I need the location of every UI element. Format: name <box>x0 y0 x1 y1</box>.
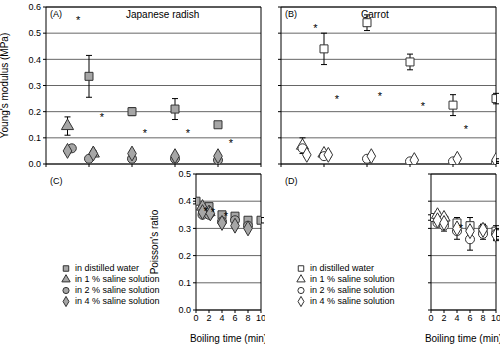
svg-text:*: * <box>335 93 340 105</box>
svg-text:0.4: 0.4 <box>178 196 191 206</box>
html-text:(B): (B) <box>285 9 297 19</box>
svg-text:0.2: 0.2 <box>178 251 191 261</box>
svg-text:Boiling time (min): Boiling time (min) <box>425 333 500 344</box>
html-text:in 2 % saline solution: in 2 % saline solution <box>75 285 160 295</box>
svg-text:6: 6 <box>232 313 237 323</box>
html-text:(A): (A) <box>50 9 62 19</box>
html-text:in 1 % saline solution: in 1 % saline solution <box>75 274 160 284</box>
html-text:Japanese radish: Japanese radish <box>126 9 200 20</box>
svg-text:*: * <box>229 137 234 149</box>
svg-text:Young's modulus (MPa): Young's modulus (MPa) <box>0 33 10 138</box>
svg-text:0.5: 0.5 <box>178 170 191 179</box>
svg-text:*: * <box>313 22 318 34</box>
svg-text:0.0: 0.0 <box>28 159 41 169</box>
html-text:Carrot: Carrot <box>361 9 389 20</box>
svg-text:Poisson's ratio: Poisson's ratio <box>149 209 160 274</box>
svg-text:0: 0 <box>428 313 433 323</box>
html-text:in 1 % saline solution: in 1 % saline solution <box>310 274 395 284</box>
html-text:(D): (D) <box>285 176 298 186</box>
svg-text:*: * <box>464 123 469 135</box>
svg-text:10: 10 <box>256 313 265 323</box>
svg-text:2: 2 <box>206 313 211 323</box>
svg-text:8: 8 <box>480 313 485 323</box>
html-text:in distilled water: in distilled water <box>310 263 374 273</box>
svg-text:0.6: 0.6 <box>28 2 41 12</box>
svg-text:6: 6 <box>467 313 472 323</box>
svg-text:*: * <box>186 127 191 139</box>
svg-text:*: * <box>76 14 81 26</box>
svg-text:4: 4 <box>454 313 459 323</box>
svg-text:*: * <box>378 90 383 102</box>
html-text:in distilled water: in distilled water <box>75 263 139 273</box>
svg-text:*: * <box>100 111 105 123</box>
svg-text:*: * <box>143 127 148 139</box>
svg-text:0.1: 0.1 <box>28 133 41 143</box>
svg-text:Boiling time (min): Boiling time (min) <box>190 333 265 344</box>
html-text:in 2 % saline solution: in 2 % saline solution <box>310 285 395 295</box>
svg-text:*: * <box>421 100 426 112</box>
svg-text:0.3: 0.3 <box>178 224 191 234</box>
html-text:in 4 % saline solution: in 4 % saline solution <box>310 296 395 306</box>
svg-text:*: * <box>211 206 216 218</box>
svg-text:0.1: 0.1 <box>178 278 191 288</box>
svg-text:4: 4 <box>219 313 224 323</box>
html-text:in 4 % saline solution: in 4 % saline solution <box>75 296 160 306</box>
svg-text:*: * <box>459 222 464 234</box>
svg-text:0.5: 0.5 <box>28 28 41 38</box>
svg-text:0.0: 0.0 <box>178 305 191 315</box>
svg-text:*: * <box>204 205 209 217</box>
svg-text:0.4: 0.4 <box>28 55 41 65</box>
html-text:(C): (C) <box>50 176 63 186</box>
svg-text:2: 2 <box>441 313 446 323</box>
svg-text:*: * <box>224 210 229 222</box>
svg-text:0.2: 0.2 <box>28 107 41 117</box>
svg-text:0: 0 <box>193 313 198 323</box>
svg-text:8: 8 <box>245 313 250 323</box>
svg-text:0.3: 0.3 <box>28 81 41 91</box>
svg-text:10: 10 <box>491 313 500 323</box>
